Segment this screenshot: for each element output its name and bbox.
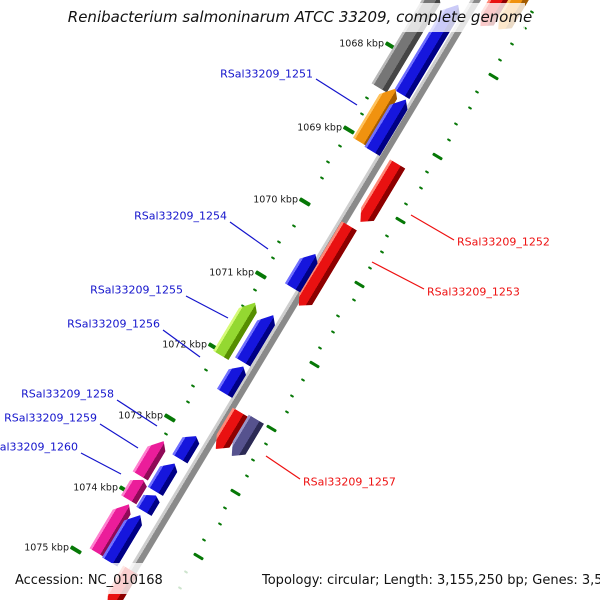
label-leader-line [185,295,229,319]
gene-label-RSal33209_1255: RSal33209_1255 [90,283,183,297]
scale-tick-label: 1075 kbp [24,542,69,554]
scale-tick-label: 1068 kbp [339,38,384,50]
gene-label-RSal33209_1257: RSal33209_1257 [303,475,396,489]
label-leader-line [229,221,269,250]
footer-backdrop [0,563,600,594]
gene-label-RSal33209_1251: RSal33209_1251 [220,67,313,81]
gene-label-RSal33209_1253: RSal33209_1253 [427,285,520,299]
gene-label-RSal33209_1254: RSal33209_1254 [134,209,227,223]
label-leader-line [315,78,358,106]
scale-tick-label: 1072 kbp [162,339,207,351]
scale-tick-label: 1074 kbp [73,482,118,494]
label-leader-line [80,452,122,475]
accession-text: Accession: NC_010168 [15,573,163,588]
gene-label-RSal33209_1259: RSal33209_1259 [4,411,97,425]
label-leader-line [99,423,139,449]
label-leader-line [116,399,158,427]
genome-info-text: Topology: circular; Length: 3,155,250 bp… [262,573,600,588]
gene-label-RSal33209_1252: RSal33209_1252 [457,235,550,249]
label-leader-line [265,455,301,480]
scale-tick-label: 1070 kbp [253,194,298,206]
label-leader-line [371,261,425,290]
scale-tick-label: 1071 kbp [209,267,254,279]
label-leader-line [410,214,455,241]
title-backdrop [75,3,525,32]
gene-label-RSal33209_1260: RSal33209_1260 [0,440,78,454]
plot-title: Renibacterium salmoninarum ATCC 33209, c… [67,8,533,26]
label-leader-line [162,329,201,358]
scale-tick-label: 1069 kbp [297,122,342,134]
gene-label-RSal33209_1258: RSal33209_1258 [21,387,114,401]
gene-label-RSal33209_1256: RSal33209_1256 [67,317,160,331]
